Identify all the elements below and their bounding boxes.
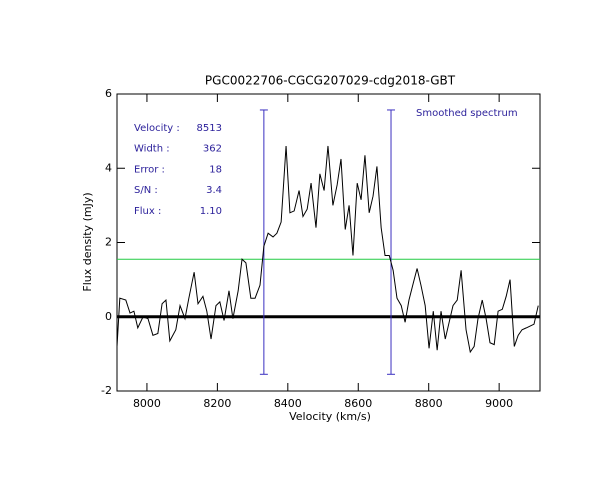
x-tick-label: 8000 xyxy=(133,397,161,410)
annotation-value: 8513 xyxy=(197,123,222,134)
x-tick-label: 8800 xyxy=(415,397,443,410)
y-tick-label: -2 xyxy=(101,384,112,397)
y-tick-label: 4 xyxy=(105,161,112,174)
y-axis-label: Flux density (mJy) xyxy=(81,192,94,291)
annotation-label: S/N : xyxy=(134,185,158,196)
annotation-value: 1.10 xyxy=(200,206,222,217)
y-tick-label: 2 xyxy=(105,236,112,249)
spectrum-line xyxy=(116,145,539,354)
annotation-value: 3.4 xyxy=(206,185,222,196)
x-tick-label: 8600 xyxy=(344,397,372,410)
annotation-label: Error : xyxy=(134,164,165,175)
x-tick-label: 9000 xyxy=(485,397,513,410)
annotation-label: Width : xyxy=(134,144,170,155)
y-tick-label: 6 xyxy=(105,87,112,100)
chart-title: PGC0022706-CGCG207029-cdg2018-GBT xyxy=(205,74,456,88)
x-tick-label: 8400 xyxy=(274,397,302,410)
annotation-label: Flux : xyxy=(134,206,161,217)
annotation-label: Velocity : xyxy=(134,123,180,134)
annotation-value: 18 xyxy=(209,164,222,175)
y-tick-label: 0 xyxy=(105,310,112,323)
x-axis-label: Velocity (km/s) xyxy=(289,410,371,423)
legend-text: Smoothed spectrum xyxy=(416,108,518,119)
x-tick-label: 8200 xyxy=(203,397,231,410)
annotation-value: 362 xyxy=(203,144,222,155)
